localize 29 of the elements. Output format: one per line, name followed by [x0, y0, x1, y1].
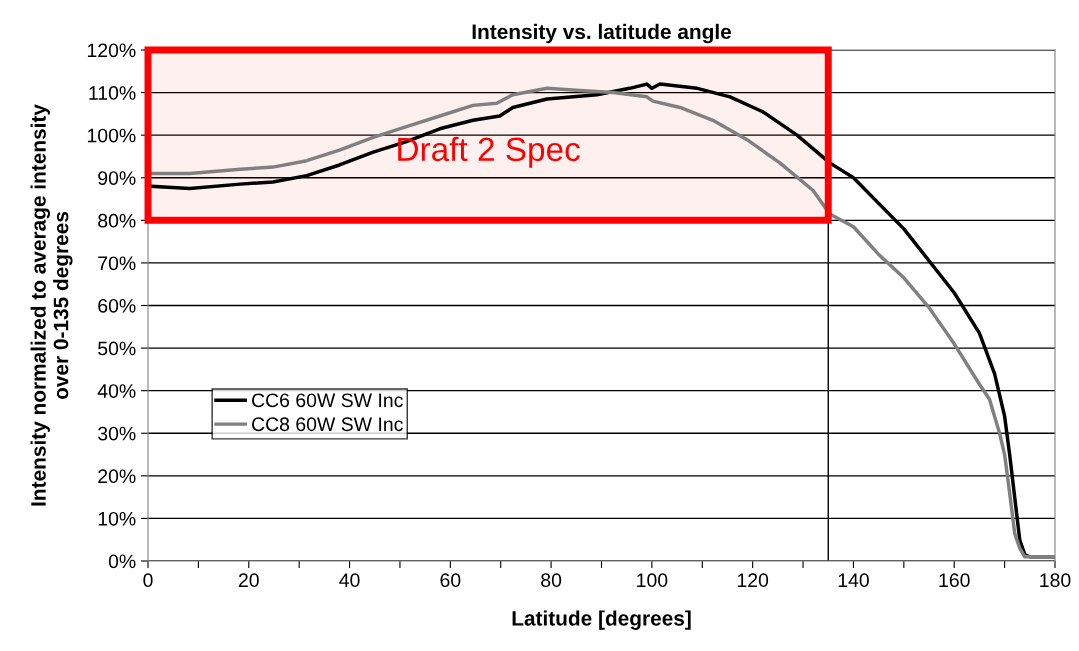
- y-tick-label: 30%: [98, 426, 136, 441]
- x-tick-label: 20: [238, 573, 259, 588]
- x-tick-label: 80: [541, 573, 562, 588]
- y-tick-label: 60%: [98, 298, 136, 313]
- x-tick-label: 100: [637, 573, 668, 588]
- y-tick-label: 50%: [98, 341, 136, 356]
- band-label: Draft 2 Spec: [398, 136, 580, 168]
- legend-label: CC6 60W SW Inc: [252, 393, 403, 408]
- y-tick-label: 0%: [108, 554, 136, 569]
- chart-title: Intensity vs. latitude angle: [472, 23, 732, 44]
- y-tick-label: 10%: [98, 511, 136, 526]
- legend-label: CC8 60W SW Inc: [252, 417, 403, 432]
- x-tick-label: 40: [339, 573, 360, 588]
- y-tick-label: 100%: [87, 128, 136, 143]
- y-tick-label: 70%: [98, 256, 136, 271]
- x-axis-title: Latitude [degrees]: [512, 610, 691, 630]
- x-tick-label: 180: [1040, 573, 1071, 588]
- x-tick-label: 120: [737, 573, 769, 588]
- x-tick-label: 60: [440, 573, 461, 588]
- y-tick-label: 120%: [87, 43, 136, 58]
- x-tick-label: 160: [939, 573, 970, 588]
- y-tick-label: 80%: [98, 213, 136, 228]
- y-tick-label: 110%: [89, 86, 136, 100]
- y-tick-label: 90%: [98, 171, 136, 185]
- y-axis-title: Intensity normalized to average intensity over 0-135 degrees: [30, 104, 73, 506]
- x-tick-label: 140: [838, 573, 869, 588]
- x-tick-label: 0: [143, 573, 153, 588]
- y-tick-label: 20%: [98, 469, 136, 484]
- y-tick-label: 40%: [97, 384, 136, 398]
